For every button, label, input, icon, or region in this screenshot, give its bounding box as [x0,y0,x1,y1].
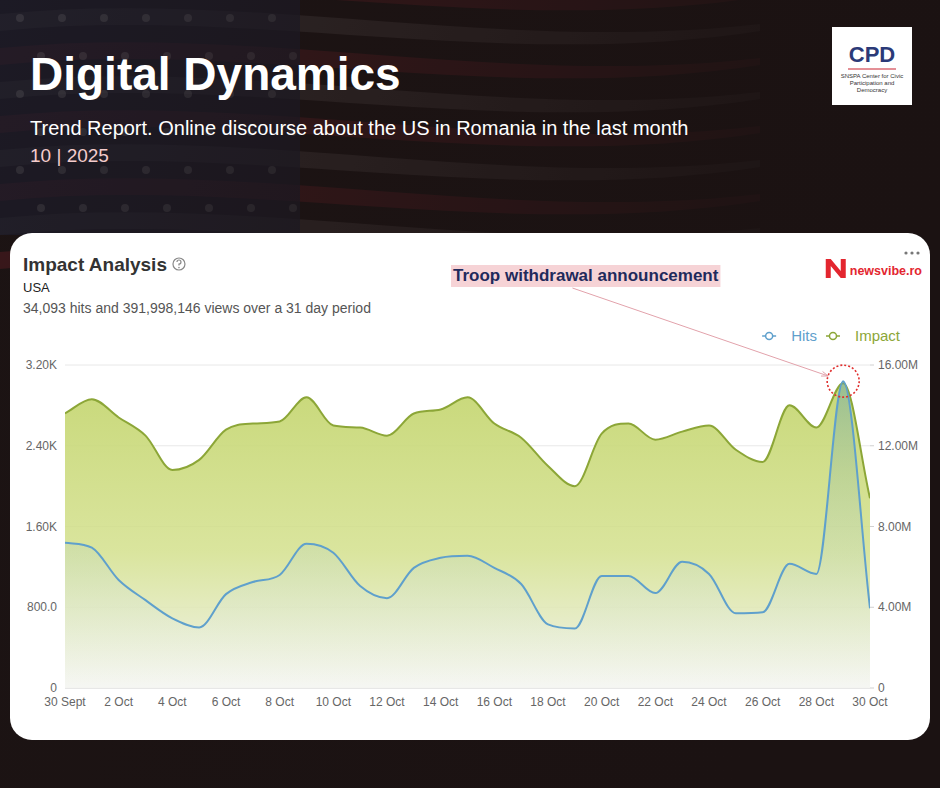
logo-box [832,27,912,105]
y2-tick-label: 0 [878,681,885,695]
y-tick-label: 1.60K [26,520,57,534]
x-tick-label: 30 Oct [852,695,888,709]
menu-dot [904,251,907,254]
page-subtitle: Trend Report. Online discourse about the… [30,117,689,139]
x-tick-label: 18 Oct [530,695,566,709]
x-tick-label: 20 Oct [584,695,620,709]
chart-panel [10,233,930,740]
x-tick-label: 28 Oct [799,695,835,709]
help-icon-ring [173,258,185,270]
y2-tick [870,365,874,366]
logo-rule [848,69,896,70]
x-tick-label: 14 Oct [423,695,459,709]
y-tick-label: 2.40K [26,439,57,453]
chart-subtitle: USA [23,280,50,295]
y2-tick-label: 16.00M [878,358,918,372]
x-tick-label: 30 Sept [44,695,86,709]
menu-dot [916,251,919,254]
logo-caption-line: Democracy [857,87,887,93]
page: Digital Dynamics Trend Report. Online dis… [0,0,940,788]
legend-label: Hits [791,327,817,344]
legend-swatch [766,333,773,340]
background [0,0,940,788]
grid-line [65,365,870,366]
y2-tick [870,445,874,446]
help-icon [173,258,185,270]
series-area [65,381,870,688]
series-line [65,383,870,498]
y2-tick-label: 12.00M [878,439,918,453]
background-fade [0,0,940,788]
x-tick-label: 16 Oct [477,695,513,709]
legend-swatch [829,333,836,340]
source-logo [826,259,846,278]
help-icon-dot [178,267,180,269]
legend: Impact Hits [762,327,901,344]
logo-caption-line: SNSPA Center for Civic [841,73,904,79]
x-tick-label: 22 Oct [638,695,674,709]
annotation-leader [572,288,828,376]
chart-description: 34,093 hits and 391,998,146 views over a… [23,300,371,316]
x-tick-label: 10 Oct [316,695,352,709]
page-title: Digital Dynamics [30,48,401,100]
y-tick-label: 0 [50,681,57,695]
page-date: 10 | 2025 [30,145,109,166]
logo-caption: SNSPA Center for CivicParticipation andD… [841,73,904,93]
annotation-text: Troop withdrawal announcement [453,266,719,285]
annotation-circle [827,365,859,397]
series-line [65,381,870,628]
y2-tick-label: 8.00M [878,520,911,534]
y2-tick [870,607,874,608]
y2-tick [870,688,874,689]
x-tick-label: 8 Oct [265,695,294,709]
help-icon-mark [177,260,181,266]
x-tick-label: 6 Oct [212,695,241,709]
y-tick-label: 800.0 [27,600,57,614]
annotation-background [451,265,720,287]
x-tick-label: 2 Oct [104,695,133,709]
logo-caption-line: Participation and [850,80,895,86]
menu-dot [910,251,913,254]
y2-tick-label: 4.00M [878,600,911,614]
y2-tick [870,526,874,527]
source-brand: newsvibe.ro [850,264,923,278]
plot-area [65,381,870,688]
annotation-arrowhead [821,372,828,377]
chart-title: Impact Analysis [23,254,167,275]
legend-label: Impact [855,327,901,344]
background-shade [0,0,940,788]
grid [65,365,870,688]
x-tick-label: 26 Oct [745,695,781,709]
x-tick-label: 12 Oct [369,695,405,709]
y-tick-label: 3.20K [26,358,57,372]
x-tick-label: 4 Oct [158,695,187,709]
annotation: Troop withdrawal announcement [451,265,859,397]
logo-text: CPD [849,42,895,67]
x-tick-label: 24 Oct [691,695,727,709]
